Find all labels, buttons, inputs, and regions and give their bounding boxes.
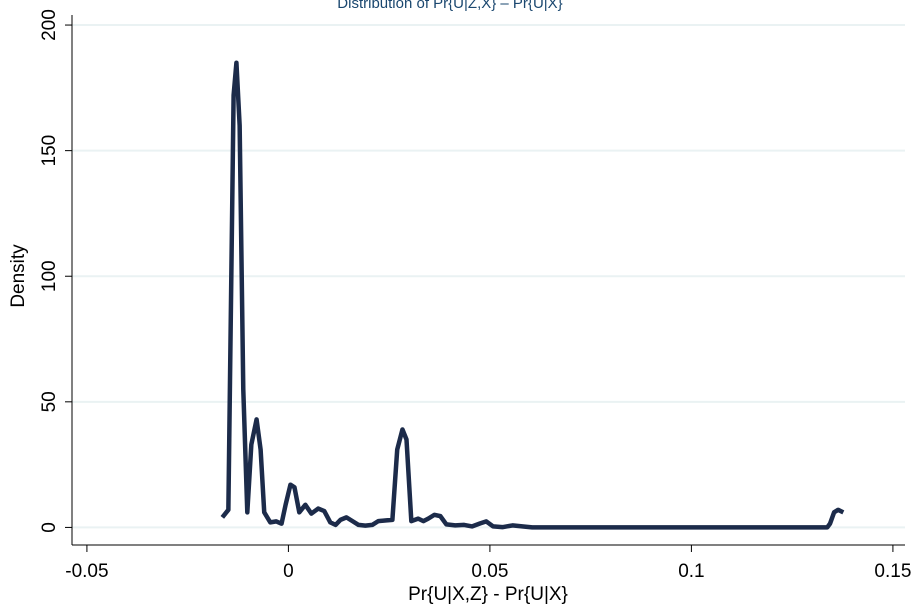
x-tick-label: 0 — [283, 561, 294, 582]
y-tick-label: 100 — [39, 260, 60, 292]
density-line — [220, 60, 845, 530]
y-tick-label: 50 — [39, 391, 60, 412]
y-axis-label: Density — [8, 244, 29, 308]
y-tick-label: 150 — [39, 135, 60, 167]
y-tick-label: 200 — [39, 9, 60, 41]
x-tick-label: 0.05 — [471, 561, 508, 582]
x-tick-label: 0.15 — [874, 561, 911, 582]
x-axis-label: Pr{U|X,Z} - Pr{U|X} — [408, 584, 568, 605]
chart-title: Distribution of Pr{U|Z,X} – Pr{U|X} — [337, 0, 562, 12]
x-tick-label: -0.05 — [65, 561, 108, 582]
y-tick-label: 0 — [39, 522, 60, 533]
x-tick-label: 0.1 — [678, 561, 704, 582]
